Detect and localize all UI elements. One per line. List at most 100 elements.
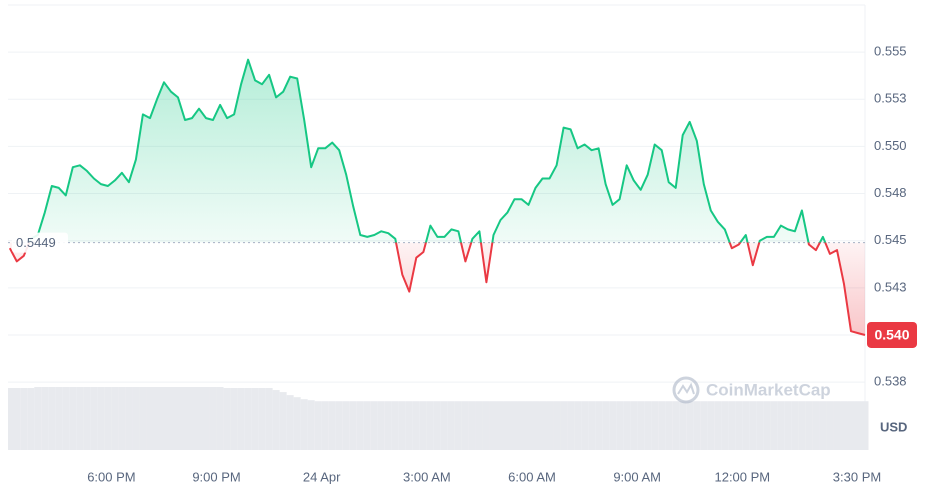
volume-bar [468,401,476,450]
volume-bar [370,401,378,450]
volume-bar [230,388,238,450]
volume-bar [405,401,413,450]
volume-bar [763,401,771,450]
x-tick-label: 3:30 PM [833,469,881,484]
x-tick-label: 6:00 PM [87,469,135,484]
volume-bar [503,401,511,450]
volume-bar [398,401,406,450]
volume-bar [209,387,217,450]
y-tick-label: 0.543 [874,279,907,294]
volume-bar [216,387,224,450]
y-tick-label: 0.545 [874,232,907,247]
volume-bar [314,401,322,450]
volume-bar [440,401,448,450]
volume-bar [826,401,834,450]
volume-bar [41,387,49,450]
volume-bar [55,387,63,450]
volume-bar [475,401,483,450]
volume-bar [560,401,568,450]
volume-bar [482,401,490,450]
volume-bar [265,388,273,450]
volume-bar [258,388,266,450]
volume-bar [756,401,764,450]
volume-bar [651,401,659,450]
volume-bar [202,387,210,450]
volume-bar [714,401,722,450]
volume-bar [616,401,624,450]
volume-bar [419,401,427,450]
volume-bar [412,401,420,450]
baseline-label: 0.5449 [16,235,56,250]
volume-bar [188,387,196,450]
volume-bar [546,401,554,450]
volume-bar [335,401,343,450]
volume-bar [391,401,399,450]
volume-bar [363,401,371,450]
volume-bar [48,387,56,450]
watermark: CoinMarketCap [672,376,831,404]
volume-bar [510,401,518,450]
price-line [8,58,866,336]
volume-bar [602,401,610,450]
volume-bar [13,388,21,450]
volume-bar [139,387,147,450]
x-tick-label: 24 Apr [303,469,341,484]
volume-bar [679,401,687,450]
volume-bar [118,387,126,450]
y-tick-label: 0.548 [874,185,907,200]
volume-bar [644,401,652,450]
volume-bar [454,401,462,450]
volume-bar [637,401,645,450]
volume-bar [770,401,778,450]
volume-bar [833,401,841,450]
volume-bar [595,401,603,450]
volume-bar [777,401,785,450]
volume-bar [244,388,252,450]
volume-bar [125,387,133,450]
volume-bar [97,387,105,450]
volume-bar [854,401,862,450]
volume-bar [426,401,434,450]
volume-bar [735,401,743,450]
volume-bar [496,401,504,450]
volume-bar [69,387,77,450]
volume-bar [146,387,154,450]
volume-bar [181,387,189,450]
volume-bar [819,401,827,450]
volume-bar [321,401,329,450]
volume-bar [349,401,357,450]
volume-bar [588,401,596,450]
volume-bar [62,387,70,450]
volume-bar [293,397,301,450]
volume-bar [539,401,547,450]
y-tick-label: 0.555 [874,44,907,59]
volume-bar [798,401,806,450]
volume-bar [342,401,350,450]
volume-bar [153,387,161,450]
volume-bar [90,387,98,450]
volume-bar [111,387,119,450]
volume-bar [609,401,617,450]
volume-bar [658,401,666,450]
area [9,59,865,335]
currency-label: USD [880,419,907,434]
volume-bar [700,401,708,450]
volume-bar [272,390,280,450]
volume-bar [132,387,140,450]
volume-bar [328,401,336,450]
volume-bar [686,401,694,450]
volume-bar [672,401,680,450]
volume-bar [20,388,28,450]
volume-bar [489,401,497,450]
price-label-box [867,321,917,348]
volume-bar [532,401,540,450]
volume-bar [251,388,259,450]
volume-bar [847,401,855,450]
y-tick-label: 0.550 [874,138,907,153]
volume-bar [34,387,42,450]
volume-bar [83,387,91,450]
volume-bar [693,401,701,450]
volume-bar [167,387,175,450]
volume-bar [525,401,533,450]
